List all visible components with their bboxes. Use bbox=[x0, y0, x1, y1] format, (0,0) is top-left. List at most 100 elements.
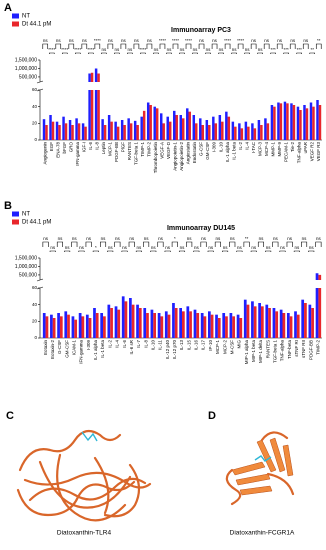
legend-label: NT bbox=[22, 14, 30, 20]
bar bbox=[192, 115, 196, 140]
bar bbox=[296, 314, 300, 338]
bar bbox=[205, 120, 209, 140]
bar bbox=[231, 121, 235, 140]
significance-label: ns bbox=[128, 47, 134, 52]
bar bbox=[244, 121, 248, 140]
bar bbox=[304, 303, 307, 338]
x-tick-label: MCP-4 bbox=[264, 142, 269, 156]
bar bbox=[215, 314, 218, 338]
significance-bracket bbox=[279, 250, 286, 252]
x-tick-label: TIMP-2 bbox=[147, 142, 152, 157]
bar bbox=[58, 125, 61, 140]
legend-label: Dt 44.1 pM bbox=[22, 22, 51, 28]
significance-bracket bbox=[101, 52, 107, 54]
x-tick-label: Eotaxin bbox=[43, 340, 48, 356]
bar bbox=[90, 72, 94, 140]
x-tick-label: IL-2 bbox=[107, 340, 112, 348]
significance-label: ns bbox=[50, 245, 56, 250]
significance-bracket bbox=[218, 52, 224, 54]
significance-label: ns bbox=[43, 236, 49, 241]
bar bbox=[55, 121, 59, 140]
significance-label: ns bbox=[151, 245, 157, 250]
significance-label: ns bbox=[122, 245, 128, 250]
bar bbox=[308, 304, 312, 338]
significance-label: * bbox=[174, 236, 176, 241]
significance-label: *** bbox=[297, 47, 303, 52]
significance-label: ns bbox=[101, 47, 107, 52]
bar bbox=[273, 106, 276, 140]
x-tick-label: IL-8 bbox=[95, 142, 100, 150]
bar bbox=[121, 296, 125, 338]
significance-bracket bbox=[257, 241, 265, 247]
significance-bracket bbox=[157, 241, 164, 247]
significance-label: ns bbox=[280, 245, 286, 250]
significance-bracket bbox=[146, 43, 153, 49]
x-tick-label: PECAM-1 bbox=[283, 142, 288, 163]
significance-bracket bbox=[308, 250, 315, 252]
significance-bracket bbox=[120, 43, 127, 49]
bar bbox=[207, 311, 211, 338]
bar bbox=[68, 120, 72, 140]
x-tick-label: IL-12 p70 bbox=[172, 340, 177, 360]
significance-label: ns bbox=[264, 38, 270, 43]
bar bbox=[257, 120, 261, 140]
x-tick-label: sTNF RI bbox=[294, 340, 299, 357]
x-tick-label: IL-1 beta bbox=[100, 340, 105, 358]
bar bbox=[124, 301, 128, 338]
significance-label: ns bbox=[82, 38, 88, 43]
x-tick-label: Angiostatin bbox=[186, 142, 191, 165]
significance-label: **** bbox=[74, 47, 81, 52]
bar bbox=[290, 103, 293, 140]
bar bbox=[260, 306, 264, 338]
bar bbox=[42, 119, 46, 140]
legend-swatch bbox=[12, 219, 19, 225]
bar bbox=[107, 115, 111, 140]
y-tick-label: 1,000,000 bbox=[15, 66, 37, 72]
significance-bracket bbox=[166, 52, 172, 54]
significance-label: ns bbox=[121, 38, 127, 43]
significance-bracket bbox=[68, 43, 75, 49]
x-tick-label: IL-2 bbox=[238, 142, 243, 150]
x-tick-label: IL-4 bbox=[115, 340, 120, 348]
bar bbox=[208, 125, 211, 140]
bar bbox=[309, 102, 313, 140]
y-tick-label: 40 bbox=[32, 104, 38, 109]
bar bbox=[50, 314, 53, 338]
significance-label: ns bbox=[167, 47, 173, 52]
significance-label: ns bbox=[208, 245, 214, 250]
bar bbox=[71, 125, 74, 140]
significance-bracket bbox=[250, 250, 257, 252]
significance-bracket bbox=[164, 250, 171, 252]
bar bbox=[243, 299, 247, 338]
bar bbox=[131, 304, 135, 338]
x-tick-label: GM-CSF bbox=[64, 340, 69, 358]
bar bbox=[303, 105, 306, 140]
x-tick-label: VEGF R2 bbox=[309, 142, 314, 162]
bar bbox=[45, 125, 48, 140]
bar bbox=[305, 108, 309, 140]
significance-bracket bbox=[257, 52, 263, 54]
x-tick-label: Thrombopoietin bbox=[153, 142, 158, 174]
bar bbox=[227, 116, 231, 140]
bar bbox=[222, 313, 226, 338]
significance-bracket bbox=[62, 52, 68, 54]
bar bbox=[78, 313, 82, 338]
bar bbox=[114, 121, 117, 140]
significance-bracket bbox=[186, 241, 193, 247]
bar bbox=[167, 314, 171, 338]
x-tick-label: IL-1 beta bbox=[231, 142, 236, 160]
bar bbox=[110, 121, 113, 140]
bar bbox=[74, 319, 78, 338]
x-tick-label: TGF-beta 1 bbox=[134, 142, 139, 166]
bar bbox=[218, 115, 222, 140]
x-tick-label: sTNF RII bbox=[301, 340, 306, 358]
significance-bracket bbox=[107, 43, 114, 49]
significance-bracket bbox=[85, 241, 92, 247]
bar bbox=[283, 101, 287, 140]
significance-bracket bbox=[107, 250, 114, 252]
x-tick-label: IL-1 alpha bbox=[225, 142, 230, 163]
x-tick-label: MCP-3 bbox=[257, 142, 262, 156]
legend-swatch bbox=[12, 13, 19, 19]
bar bbox=[258, 303, 261, 338]
x-tick-label: I-TAC bbox=[251, 141, 256, 153]
